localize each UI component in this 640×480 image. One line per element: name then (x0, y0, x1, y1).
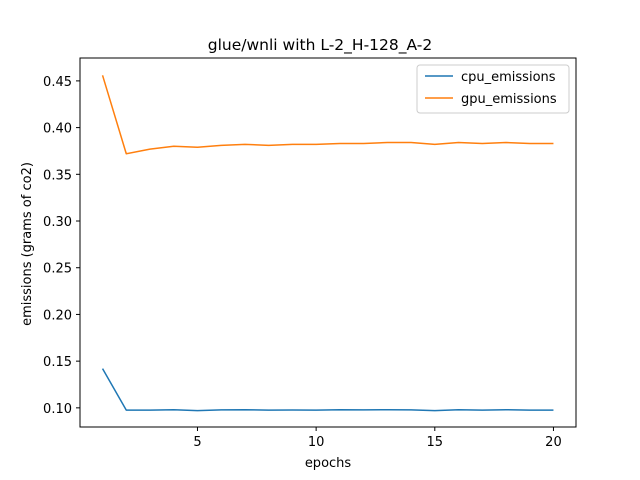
x-tick-label: 5 (193, 435, 201, 450)
y-tick-label: 0.30 (43, 215, 72, 230)
series-layer (101, 75, 554, 412)
x-axis-label: epochs (305, 456, 352, 471)
series-line-gpu-emissions (101, 75, 554, 155)
chart-title: glue/wnli with L-2_H-128_A-2 (208, 36, 432, 55)
y-tick-label: 0.10 (43, 402, 72, 417)
y-tick-label: 0.40 (43, 122, 72, 137)
legend-box (416, 64, 570, 114)
legend-label: gpu_emissions (461, 92, 557, 107)
x-tick-label: 20 (545, 435, 562, 450)
series-line-cpu-emissions (101, 368, 554, 412)
y-axis-label: emissions (grams of co2) (20, 162, 35, 326)
y-tick-label: 0.20 (43, 308, 72, 323)
x-axis: 5 10 15 20 (193, 427, 562, 450)
y-axis: 0.10 0.15 0.20 0.25 0.30 0.35 0.40 0.45 (43, 75, 80, 417)
legend: cpu_emissions gpu_emissions (416, 64, 570, 114)
y-tick-label: 0.35 (43, 168, 72, 183)
y-tick-label: 0.25 (43, 262, 72, 277)
plot-frame (79, 57, 577, 428)
x-tick-label: 10 (308, 435, 325, 450)
x-tick-label: 15 (427, 435, 444, 450)
legend-label: cpu_emissions (461, 70, 556, 85)
y-tick-label: 0.45 (43, 75, 72, 90)
y-tick-label: 0.15 (43, 355, 72, 370)
